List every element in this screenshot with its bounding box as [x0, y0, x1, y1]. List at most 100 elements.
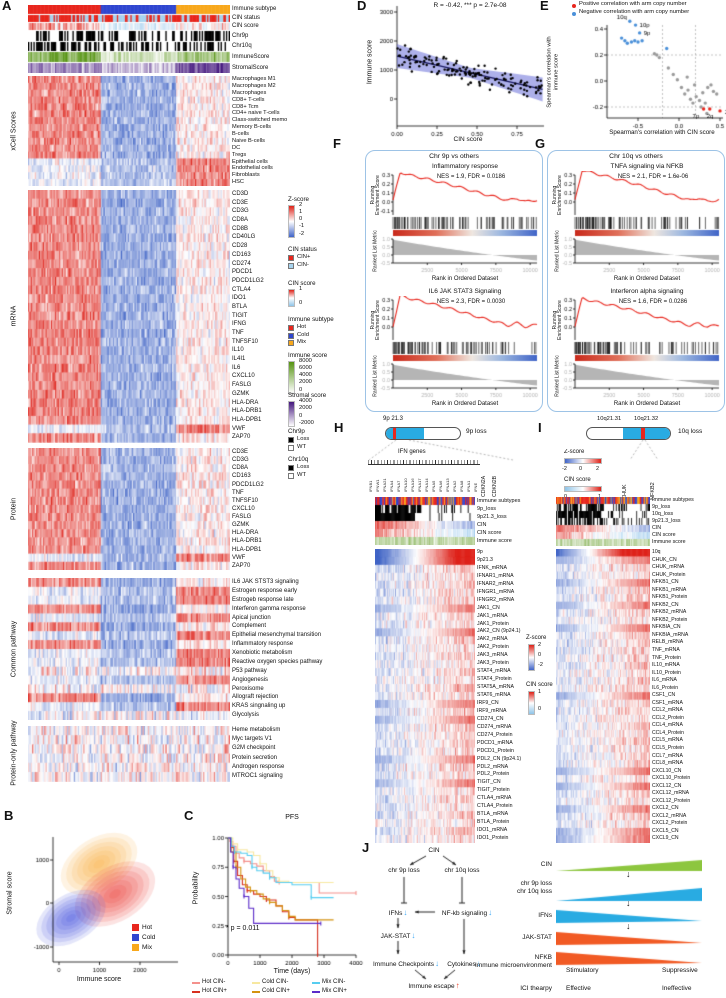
panelI-row-label: IL6_mRNA: [652, 677, 677, 684]
legend-tick-label: 2000: [299, 405, 312, 412]
legend-title: CIN status: [288, 246, 317, 253]
panelA-heatmap-2: [28, 448, 230, 570]
panelH-annotation-label: Immune subtypes: [477, 498, 521, 504]
panelI-row-label: IL6_Protein: [652, 684, 679, 691]
panelI-cin-legend-title: CIN score: [564, 477, 591, 483]
panelA-row-label: Angiogenesis: [232, 676, 269, 683]
legend-title: Immune subtype: [288, 316, 334, 323]
panelI-row-label: CXCL5_CN: [652, 827, 679, 834]
panelA-row-label: Macrophages M1: [232, 76, 276, 82]
panelA-row-label: VWF: [232, 554, 246, 561]
ifn-gene-label: IFNW1: [375, 479, 380, 492]
gsea-canvas: [367, 171, 541, 275]
panelA-row-label: Heme metabolism: [232, 727, 281, 733]
gsea-title: Interferon alpha signaling: [610, 288, 684, 295]
panelA-row-label: Tregs: [232, 151, 247, 158]
panelJ-gradient-label: JAK-STAT: [522, 934, 552, 941]
chr10-q-arm: [623, 428, 670, 439]
legend-title: Chr10q: [288, 456, 309, 463]
gsea-xlabel: Rank in Ordered Dataset: [431, 401, 499, 407]
panelI-row-label: CHUK_CN: [652, 556, 677, 563]
panelA-row-label: Endothelial cells: [232, 165, 273, 172]
panelI-row-label: IL10_Protein: [652, 669, 681, 676]
panelI-row-label: CCL7_mRNA: [652, 752, 683, 759]
panelI-zscore-label: -2: [562, 466, 567, 472]
panelH-row-label: IFNK_mRNA: [477, 564, 507, 571]
panelA-row-label: CD3E: [232, 449, 249, 455]
panelB-legend-swatch: [132, 944, 139, 951]
panelJ-gradient-label: CIN: [540, 861, 552, 868]
legend-swatch: [288, 472, 294, 479]
panelI-row-label: CXCL2_CN: [652, 805, 679, 812]
panelE-scatter: [545, 0, 726, 140]
panelI-row-label: TNF_Protein: [652, 654, 681, 661]
panelH-row-label: PDCD1_Protein: [477, 747, 514, 754]
panelC-legend-marker: [252, 982, 260, 984]
panelA-row-label: HLA-DRB1: [232, 538, 262, 545]
ifn-gene-label: IFNA17: [417, 478, 422, 492]
panel-b-xlabel: Immune score: [76, 976, 122, 983]
panelA-annotation-heatmap: [28, 5, 230, 73]
panelA-row-label: Myc targets V1: [232, 736, 273, 743]
legend-title: Z-score: [288, 196, 309, 203]
panelI-dashed-lines: [618, 440, 682, 462]
panelC-legend-label: Hot CIN+: [202, 988, 227, 994]
panelA-annotation-label: StromalScore: [232, 65, 269, 71]
panel-a-label: A: [2, 0, 12, 13]
microenvironment-label: Immune microenvironment: [475, 962, 552, 969]
legend-swatch: [288, 332, 294, 339]
panelA-row-label: CD3E: [232, 199, 249, 206]
panelH-annotation-label: Immune score: [477, 538, 512, 544]
panelH-row-label: PDL2_mRNA: [477, 763, 509, 770]
panelA-row-label: CD8B: [232, 225, 249, 232]
gsea-ylabel-rank: Ranked List Metric: [554, 230, 561, 272]
panelA-row-label: CTLA4: [232, 286, 251, 293]
panelI-row-label: CXCL12_Protein: [652, 797, 691, 804]
panelH-row-label: STAT4_mRNA: [477, 668, 511, 675]
gsea-canvas: [549, 296, 723, 400]
panelC-legend-marker: [192, 982, 200, 984]
panelJ-flow-arrows: [363, 845, 513, 998]
panelB-legend-swatch: [132, 924, 139, 931]
panelI-row-label: IL10_mRNA: [652, 662, 680, 669]
panelA-row-label: IFNG: [232, 321, 247, 328]
ici-therapy-label: ICI thearpy: [520, 985, 552, 992]
group-label-xcell: xCell Scores: [10, 111, 18, 151]
ifn-gene-label: IFNA4: [389, 480, 394, 492]
panelA-row-label: CD3G: [232, 208, 249, 215]
legend-item-label: WT: [297, 471, 307, 478]
legend-tick-label: 0: [299, 300, 303, 306]
panelA-row-label: Allograft rejection: [232, 694, 279, 701]
legend-gradient-bar: [288, 401, 295, 427]
legend-tick-label: 0: [299, 412, 303, 419]
legend-item-label: Loss: [297, 464, 310, 470]
panelE-legend-dot: [572, 4, 576, 8]
panelI-row-label: CXCL2_Protein: [652, 820, 688, 827]
cdkn-gene-label: CDKN2B: [492, 475, 498, 497]
group-label-mrna: mRNA: [10, 305, 18, 327]
panelI-row-label: CCL5_mRNA: [652, 737, 683, 744]
panelH-cin-legend-title: CIN score: [526, 682, 553, 688]
panelA-row-label: IDO1: [232, 295, 247, 302]
legend-item-label: WT: [297, 443, 307, 450]
legend-gradient-bar: [288, 361, 295, 394]
panelH-annotation-label: 9p21.3_loss: [477, 514, 507, 520]
panelH-row-label: JAK2_mRNA: [477, 636, 508, 643]
panelA-row-label: IL6 JAK STST3 signaling: [232, 579, 299, 585]
panel-h-loss-label: 9p loss: [466, 428, 487, 435]
ifn-gene-label: IFNA13: [445, 478, 450, 492]
panelH-row-label: STAT4_Protein: [477, 676, 512, 683]
legend-tick-label: -2000: [299, 420, 314, 426]
panelJ-step-down-arrow-icon: ↓: [626, 921, 631, 931]
panelA-heatmap-0: [28, 76, 230, 186]
legend-tick-label: -1: [299, 223, 305, 230]
panelA-row-label: TNFSF10: [232, 338, 259, 345]
panelH-row-label: JAK1_Protein: [477, 620, 509, 627]
panelI-row-label: CCL4_Protein: [652, 729, 684, 736]
panel-c-ylabel: Probability: [192, 871, 200, 905]
panelH-row-label: BTLA_Protein: [477, 819, 510, 826]
panelA-row-label: KRAS singnaling up: [232, 703, 286, 710]
legend-title: Chr9p: [288, 428, 305, 435]
panelI-annotation-label: 10q_loss: [652, 511, 674, 517]
panelC-km-plot: [200, 815, 365, 965]
